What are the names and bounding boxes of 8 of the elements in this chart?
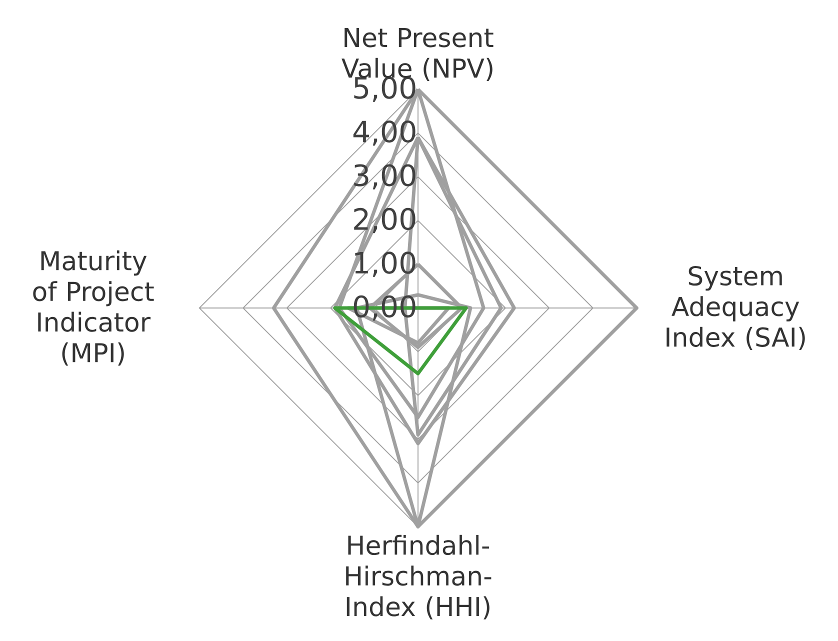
y-tick-label: 2,00: [354, 208, 416, 234]
y-tick-label: 4,00: [353, 120, 416, 146]
y-tick-label: 3,00: [354, 164, 416, 190]
spoke-label: Herfindahl-Hirschman-Index (HHI): [346, 534, 492, 620]
y-tick-label: 0,00: [354, 295, 416, 321]
spoke-label: System Adequacy Index (SAI): [666, 266, 805, 350]
spoke-label: Maturity of Project Indicator (MPI): [33, 250, 154, 366]
y-tick-label: 1,00: [355, 252, 416, 277]
